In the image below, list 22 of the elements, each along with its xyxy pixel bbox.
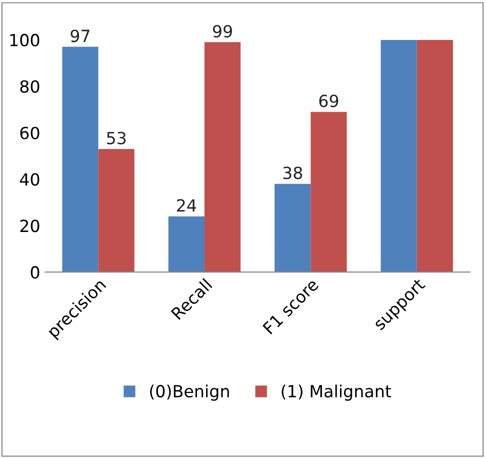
y-tick-label: 80 <box>20 80 40 93</box>
bar <box>62 46 98 272</box>
y-tick-label: 60 <box>20 126 40 140</box>
data-label: 69 <box>319 94 338 108</box>
y-tick-label: 40 <box>20 173 40 186</box>
bar <box>204 42 241 272</box>
bar <box>380 40 417 272</box>
data-label: 53 <box>107 132 126 144</box>
y-tick-label: 20 <box>20 220 40 232</box>
bar <box>168 216 204 272</box>
bar <box>416 40 453 272</box>
legend-label: (1) Malignant <box>282 384 392 401</box>
y-tick-label: 100 <box>10 34 40 46</box>
bar <box>98 148 134 272</box>
data-label: 38 <box>283 166 302 180</box>
legend-label: (0)Benign <box>150 384 229 401</box>
bar <box>310 112 347 272</box>
data-label: 99 <box>212 24 232 38</box>
y-tick-label: 0 <box>30 266 40 279</box>
data-label: 24 <box>177 199 196 212</box>
bar <box>274 184 311 272</box>
data-label: 97 <box>70 30 90 42</box>
